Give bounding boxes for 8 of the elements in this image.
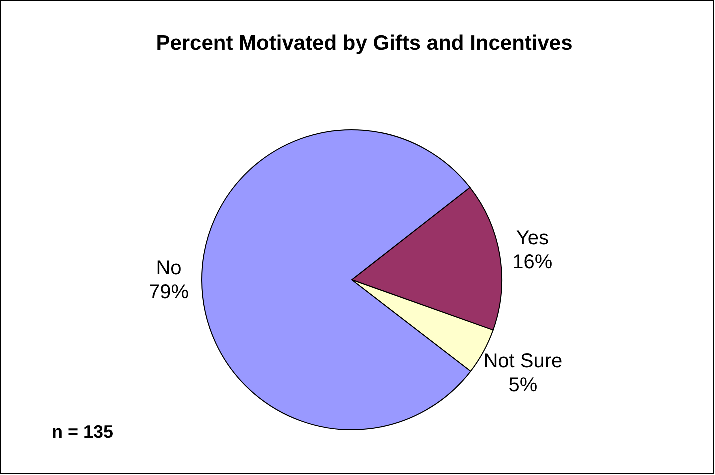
data-label: 79% bbox=[148, 282, 190, 304]
text: n = 135 bbox=[52, 422, 114, 442]
chart-title: Percent Motivated by Gifts and Incentives bbox=[156, 32, 573, 55]
data-label: 16% bbox=[512, 252, 553, 274]
slice-label: Not Sure bbox=[484, 350, 563, 372]
data-label: 5% bbox=[508, 374, 538, 396]
slice-label: Yes bbox=[516, 228, 549, 250]
slice-label: No bbox=[156, 258, 182, 280]
